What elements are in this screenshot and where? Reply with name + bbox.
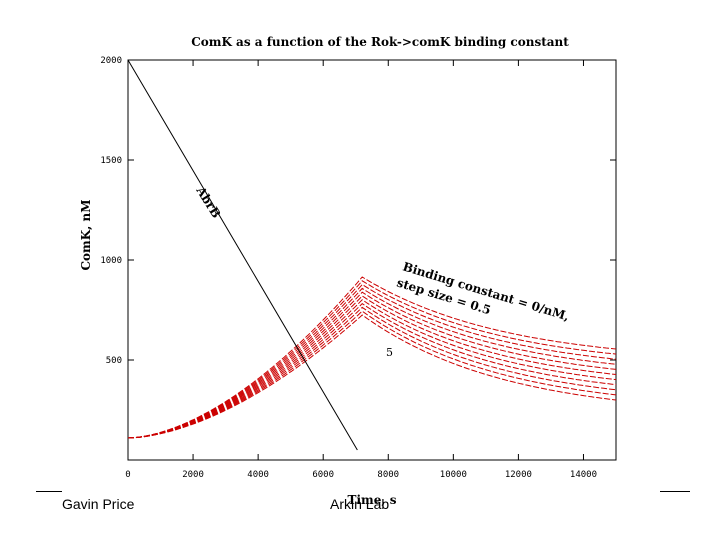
x-tick-label: 6000 [312,470,334,480]
abrb-series-line [127,59,358,451]
footer-rule-right [660,491,690,492]
comk-series-line [127,291,617,439]
comk-series-line [127,299,617,439]
x-tick-label: 10000 [440,470,467,480]
footer-rule-left [36,491,62,492]
comk-series-line [127,310,617,439]
y-tick-label: 500 [106,356,122,366]
comk-series-line [127,302,617,439]
x-tick-label: 4000 [247,470,269,480]
x-tick-label: 0 [125,470,130,480]
x-axis-label: Time, s [348,493,397,507]
x-tick-label: 2000 [182,470,204,480]
x-ticks: 0 2000 4000 6000 8000 10000 12000 14000 [125,60,597,480]
footer-author: Gavin Price [62,496,135,512]
comk-series-line [127,314,617,439]
comk-series-line [127,276,617,439]
comk-series-line [127,283,617,439]
comk-series-group [127,276,617,439]
comk-series-line [127,280,617,439]
comk-series-line [127,295,617,439]
abrb-series-group [127,59,358,451]
y-ticks: 2000 1500 1000 500 [100,56,616,366]
x-tick-label: 12000 [505,470,532,480]
y-tick-label: 1000 [100,256,122,266]
comk-series-line [127,287,617,439]
comk-series-line [127,306,617,439]
y-tick-label: 1500 [100,156,122,166]
footer-lab: Arkin Lab [330,496,390,512]
plot-frame [127,59,617,461]
x-tick-label: 14000 [570,470,597,480]
chart-title: ComK as a function of the Rok->comK bind… [191,35,569,49]
y-axis-label: ComK, nM [79,199,93,270]
x-tick-label: 8000 [377,470,399,480]
y-tick-label: 2000 [100,56,122,66]
step-count-label: 5 [386,346,393,359]
abrb-label: AbrB [193,183,224,220]
